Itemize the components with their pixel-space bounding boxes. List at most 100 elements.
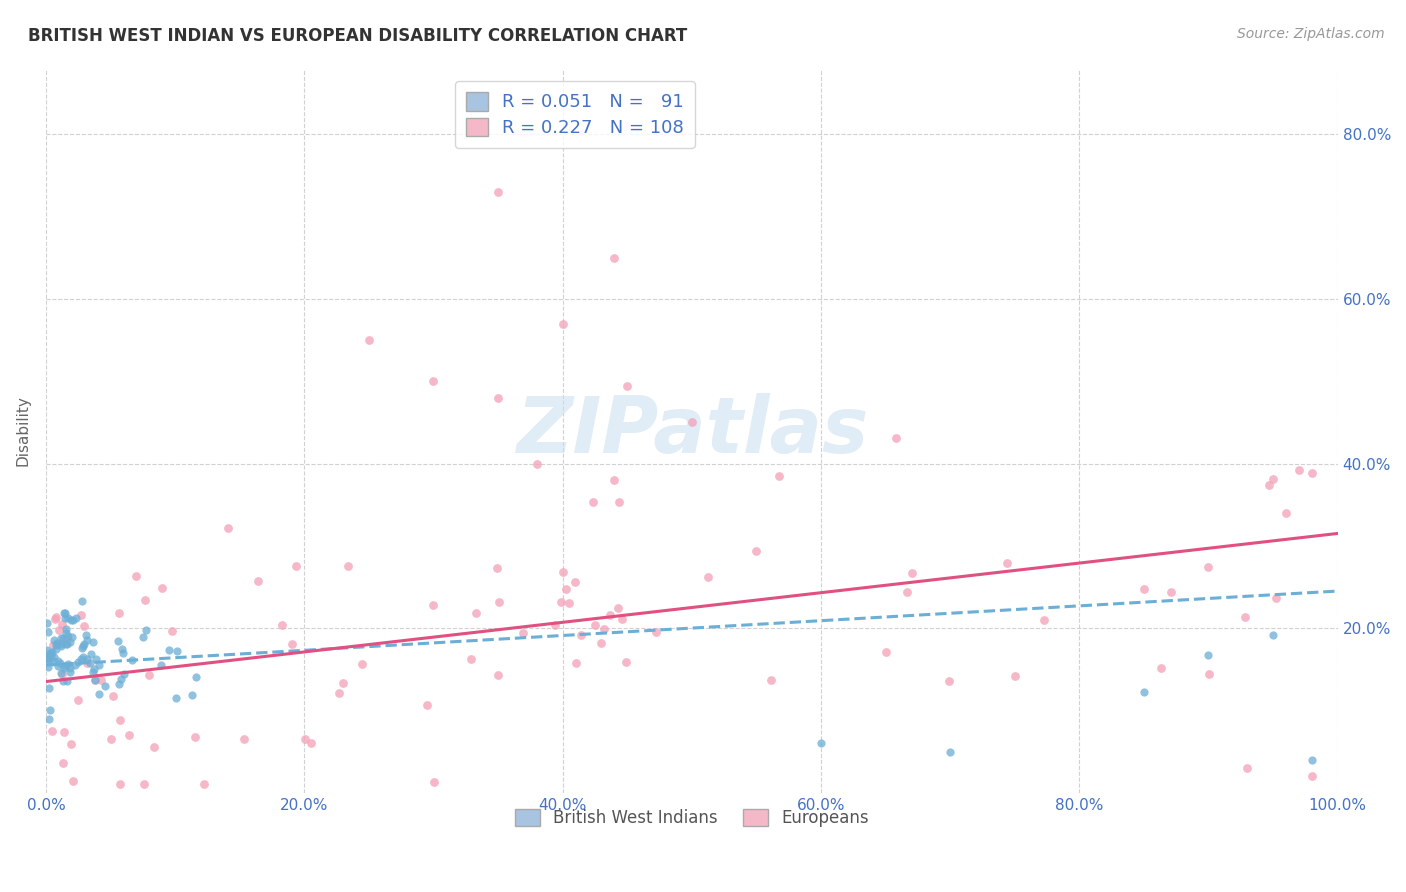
Point bbox=[551, 317, 574, 331]
Point bbox=[51, 666, 73, 681]
Point bbox=[599, 607, 621, 622]
Point bbox=[49, 639, 72, 653]
Point bbox=[564, 657, 586, 671]
Point bbox=[35, 615, 58, 630]
Point bbox=[42, 638, 65, 652]
Point bbox=[422, 374, 444, 388]
Point bbox=[1133, 582, 1156, 597]
Point bbox=[1033, 613, 1056, 627]
Point bbox=[125, 569, 148, 583]
Point bbox=[72, 650, 94, 665]
Point bbox=[108, 713, 131, 727]
Point bbox=[1301, 466, 1323, 480]
Point bbox=[52, 661, 75, 675]
Point bbox=[72, 640, 94, 655]
Point bbox=[138, 668, 160, 682]
Point bbox=[76, 652, 98, 666]
Point bbox=[1301, 753, 1323, 767]
Text: ZIPatlas: ZIPatlas bbox=[516, 392, 868, 468]
Point bbox=[232, 731, 254, 746]
Point bbox=[901, 566, 924, 580]
Point bbox=[46, 659, 69, 673]
Point bbox=[56, 674, 79, 689]
Point bbox=[112, 646, 135, 660]
Point bbox=[66, 693, 89, 707]
Point bbox=[464, 606, 486, 620]
Point bbox=[486, 668, 509, 682]
Legend: British West Indians, Europeans: British West Indians, Europeans bbox=[506, 800, 877, 835]
Point bbox=[108, 777, 131, 791]
Point bbox=[768, 468, 790, 483]
Point bbox=[157, 643, 180, 657]
Point bbox=[1261, 473, 1284, 487]
Point bbox=[108, 676, 131, 690]
Point bbox=[59, 613, 82, 627]
Point bbox=[118, 728, 141, 742]
Point bbox=[582, 495, 605, 509]
Point bbox=[55, 633, 77, 648]
Point bbox=[184, 731, 207, 745]
Point bbox=[59, 634, 82, 648]
Point bbox=[38, 712, 60, 726]
Point bbox=[38, 648, 60, 662]
Point bbox=[83, 662, 105, 676]
Point bbox=[35, 643, 58, 657]
Point bbox=[603, 251, 626, 265]
Point bbox=[110, 672, 132, 686]
Point bbox=[328, 686, 350, 700]
Point bbox=[46, 636, 69, 650]
Point bbox=[38, 646, 60, 660]
Point bbox=[73, 637, 96, 651]
Point bbox=[72, 618, 94, 632]
Point bbox=[1004, 669, 1026, 683]
Point bbox=[53, 611, 76, 625]
Point bbox=[564, 574, 586, 589]
Point bbox=[45, 610, 67, 624]
Point bbox=[284, 559, 307, 574]
Point bbox=[270, 618, 292, 632]
Point bbox=[569, 628, 592, 642]
Point bbox=[41, 645, 63, 659]
Point bbox=[589, 636, 612, 650]
Point bbox=[53, 725, 76, 739]
Point bbox=[583, 618, 606, 632]
Point bbox=[610, 612, 633, 626]
Point bbox=[101, 689, 124, 703]
Point bbox=[896, 585, 918, 599]
Point bbox=[42, 654, 65, 668]
Point bbox=[60, 630, 83, 644]
Point bbox=[65, 610, 87, 624]
Point bbox=[135, 624, 157, 638]
Point bbox=[49, 637, 72, 651]
Point bbox=[181, 688, 204, 702]
Point bbox=[299, 736, 322, 750]
Point bbox=[1261, 628, 1284, 642]
Point bbox=[593, 622, 616, 636]
Point bbox=[55, 659, 77, 673]
Point bbox=[486, 185, 509, 199]
Point bbox=[38, 703, 60, 717]
Point bbox=[67, 655, 90, 669]
Point bbox=[1149, 661, 1171, 675]
Point bbox=[62, 774, 84, 789]
Point bbox=[45, 638, 67, 652]
Point bbox=[332, 676, 354, 690]
Point bbox=[645, 624, 668, 639]
Point bbox=[681, 415, 703, 429]
Point bbox=[63, 657, 86, 672]
Point bbox=[1301, 769, 1323, 783]
Point bbox=[1275, 506, 1298, 520]
Point bbox=[112, 667, 135, 681]
Point bbox=[745, 544, 768, 558]
Point bbox=[51, 631, 73, 645]
Point bbox=[1198, 667, 1220, 681]
Point bbox=[46, 654, 69, 668]
Point bbox=[121, 653, 143, 667]
Point bbox=[76, 632, 98, 647]
Point bbox=[193, 777, 215, 791]
Point bbox=[80, 647, 103, 661]
Point bbox=[544, 617, 567, 632]
Point bbox=[938, 674, 960, 689]
Point bbox=[554, 582, 576, 596]
Point bbox=[84, 673, 107, 687]
